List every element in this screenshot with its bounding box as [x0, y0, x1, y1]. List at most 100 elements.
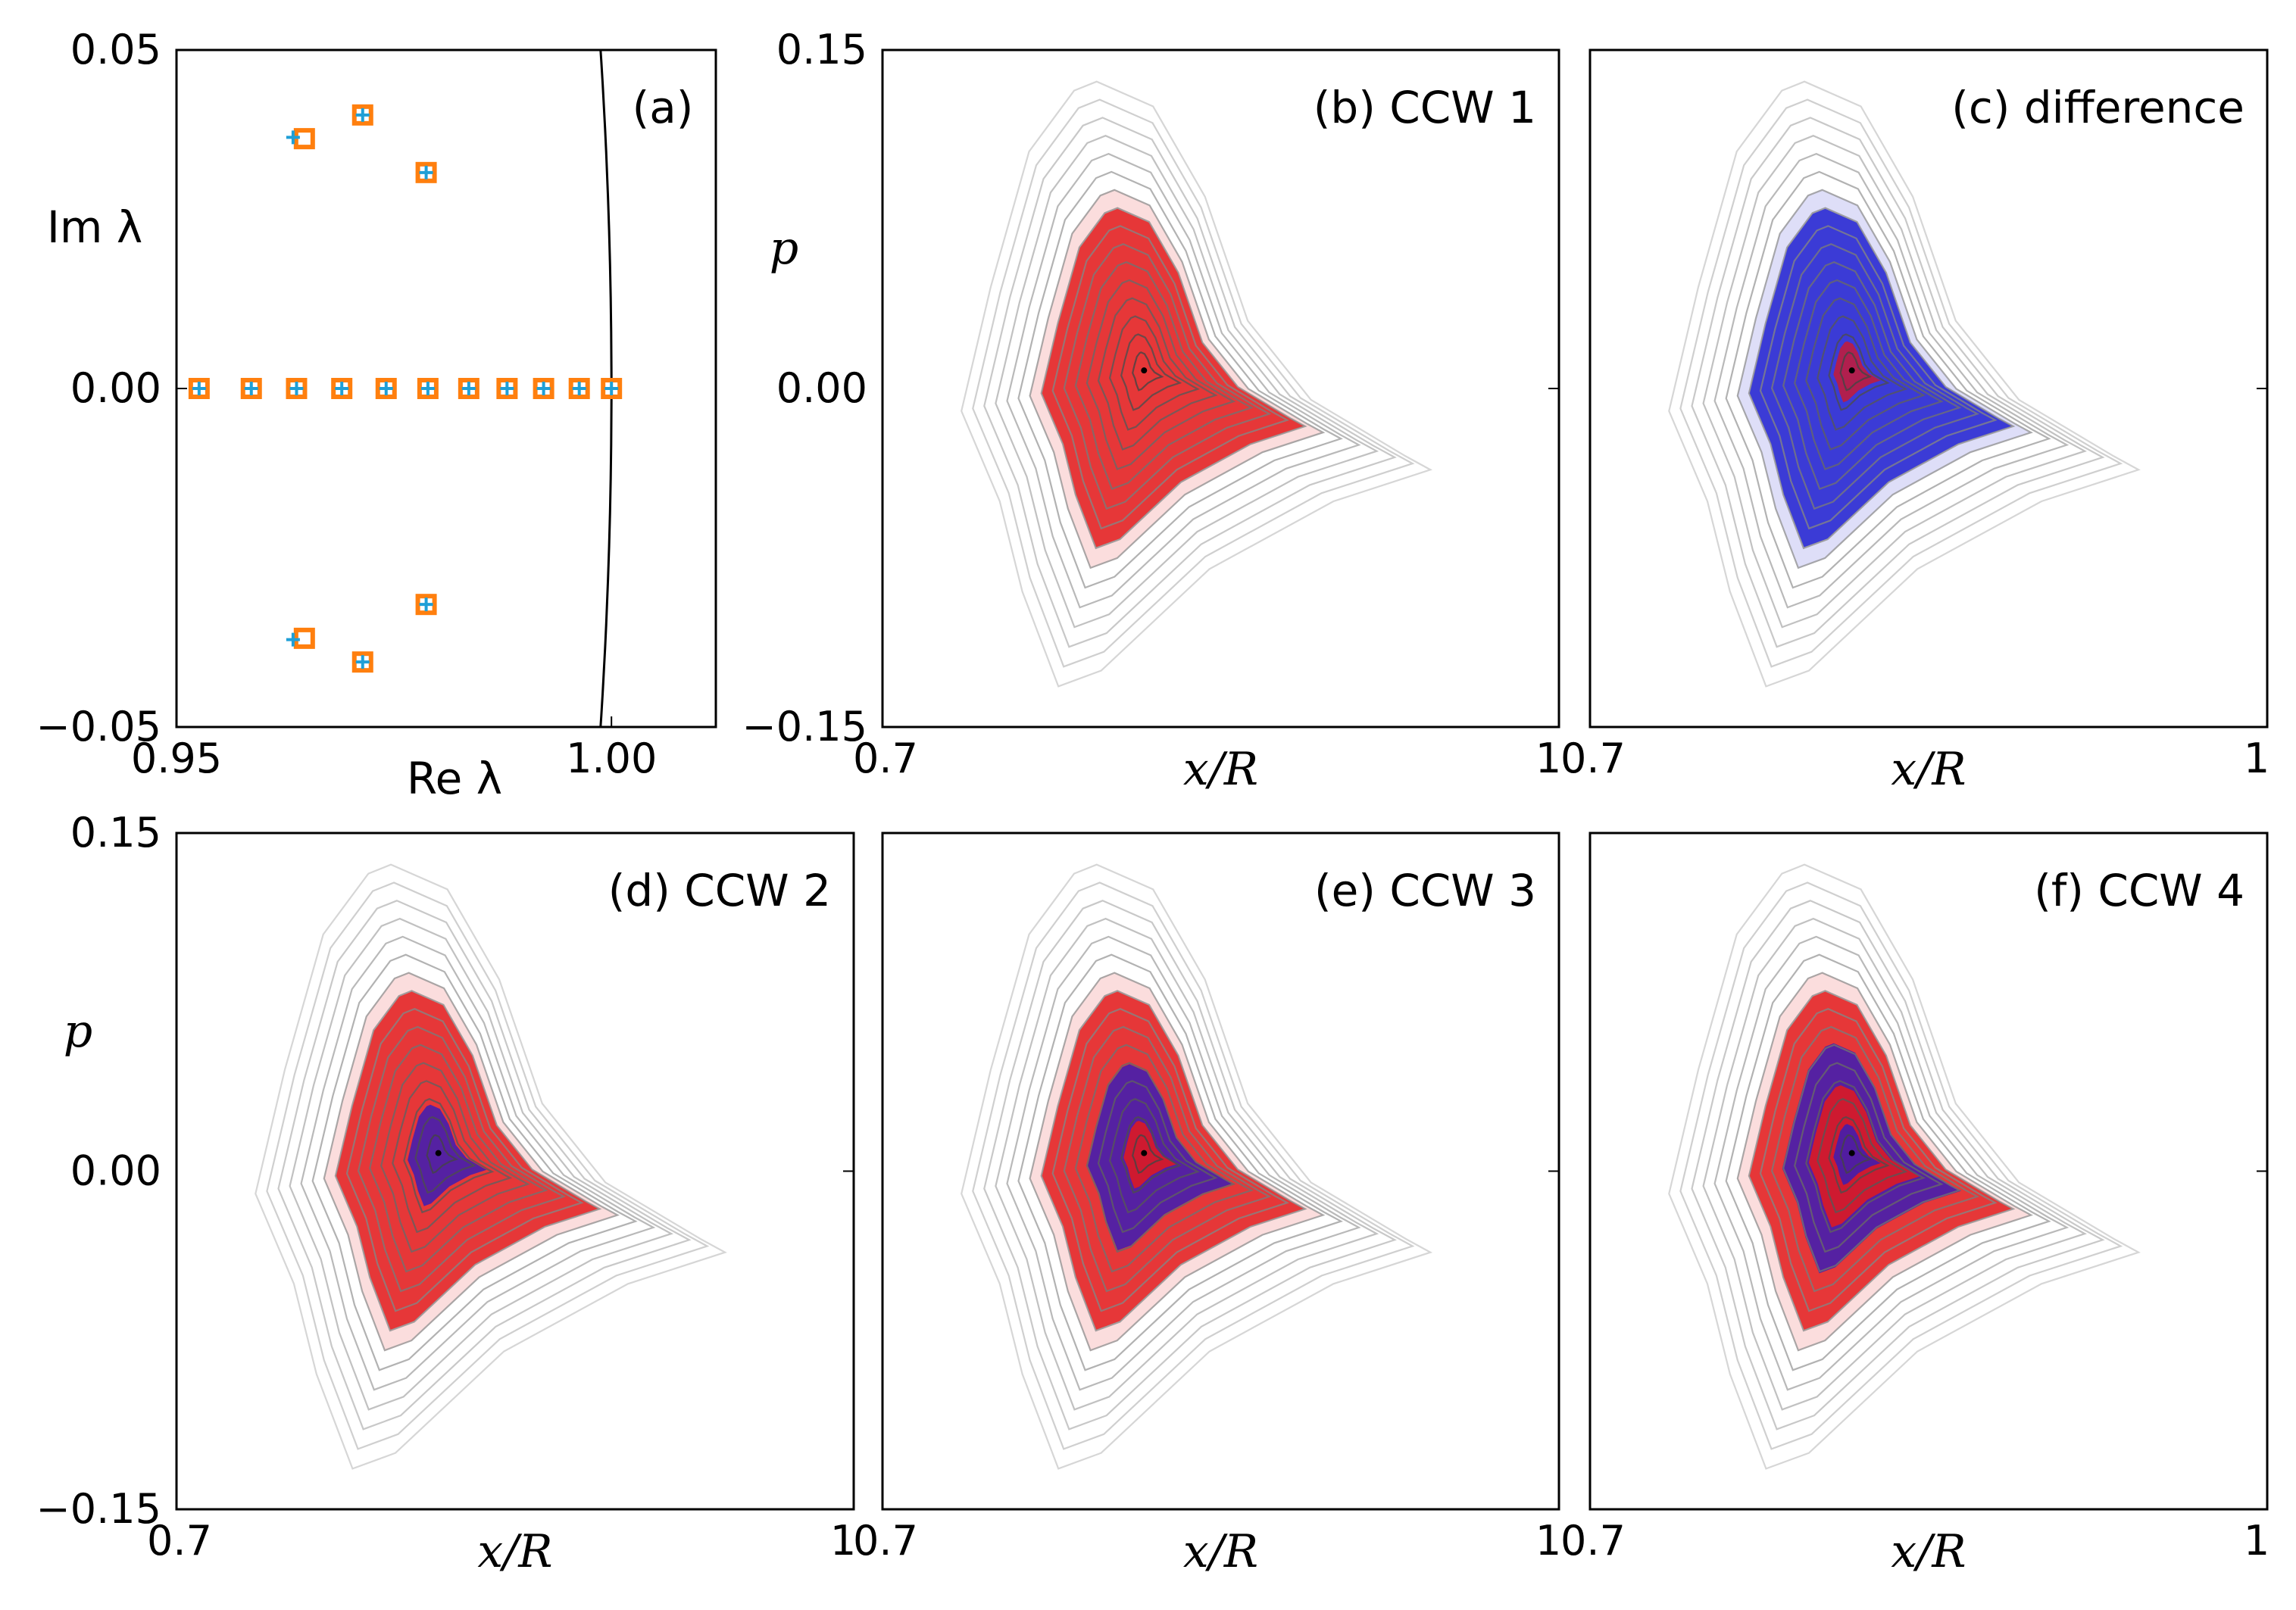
- contour-line: [1040, 207, 1307, 550]
- contour-line: [1770, 243, 1980, 510]
- contour-line: [414, 1115, 476, 1194]
- x-tick-label: 0.7: [853, 735, 918, 782]
- x-axis-label: Re λ: [407, 753, 502, 804]
- contour-line: [311, 953, 638, 1371]
- cross-marker: [286, 130, 300, 145]
- contour-line: [1828, 333, 1890, 411]
- x-tick-label: 1: [1535, 1517, 1561, 1565]
- contour-line: [1748, 207, 2016, 550]
- heat-halo: [1737, 189, 2032, 569]
- y-tick-label: 0.00: [776, 364, 867, 412]
- square-marker: [533, 378, 554, 399]
- cross-marker: [604, 382, 619, 395]
- y-tick-label: 0.05: [70, 26, 161, 73]
- heat-halo: [323, 972, 619, 1352]
- square-marker: [496, 378, 518, 399]
- heat-region-blue: [408, 1104, 487, 1206]
- heat-halo: [1029, 972, 1324, 1352]
- contour-line: [1668, 80, 2141, 688]
- cross-marker: [192, 382, 206, 395]
- panel-a: 0.05 0.00 −0.050.95 1.00 Re λ Im λ (a): [36, 26, 717, 804]
- cross-marker: [335, 382, 349, 395]
- y-axis-label: p: [770, 222, 798, 275]
- contour-line: [1702, 135, 2087, 629]
- contour-line: [1736, 972, 2033, 1352]
- square-marker: [331, 378, 353, 399]
- contour-line: [1668, 863, 2141, 1470]
- x-axis-label: x/R: [1891, 1525, 1966, 1578]
- heat-region-red: [1123, 1121, 1176, 1189]
- contour-line: [1816, 1098, 1908, 1214]
- contour-line: [1017, 170, 1343, 589]
- contour-line: [1702, 917, 2087, 1411]
- contour-line: [380, 1062, 530, 1253]
- panel-b: 0.15 0.00 −0.150.7 1 x/R p (b) CCW 1: [742, 26, 1562, 796]
- contour-line: [1086, 1062, 1236, 1253]
- contour-line: [961, 863, 1433, 1470]
- x-axis-label: x/R: [477, 1525, 552, 1578]
- x-tick-label: 1: [2244, 1517, 2269, 1565]
- contour-line: [1029, 972, 1326, 1352]
- y-tick-label: −0.05: [36, 703, 161, 750]
- contour-line: [983, 117, 1397, 648]
- square-marker: [415, 161, 437, 183]
- contour-line: [1097, 297, 1218, 451]
- contour-line: [1120, 1115, 1182, 1194]
- contour-line: [1713, 935, 2070, 1391]
- contour-line: [1782, 1044, 1962, 1273]
- contour-line: [995, 135, 1379, 629]
- fixed-point: [1848, 367, 1855, 374]
- square-marker: [188, 378, 210, 399]
- contour-line: [1770, 1025, 1980, 1293]
- panel-label: (f) CCW 4: [2034, 865, 2244, 916]
- cross-marker: [244, 382, 258, 395]
- x-tick-label: 0.7: [1560, 735, 1626, 782]
- panel-e: 0.7 1 x/R (e) CCW 3: [853, 832, 1561, 1578]
- contour-line: [995, 917, 1379, 1411]
- contour-line: [1839, 1134, 1873, 1175]
- cross-marker: [419, 165, 433, 179]
- y-tick-label: −0.15: [742, 703, 867, 750]
- contour-line: [1748, 990, 2016, 1332]
- x-tick-label: 0.7: [1560, 1517, 1626, 1565]
- contour-line: [972, 98, 1415, 668]
- y-tick-label: 0.15: [776, 26, 867, 73]
- panel-d: 0.15 0.00 −0.150.7 1 x/R p (d) CCW 2: [36, 809, 857, 1578]
- cross-marker: [500, 382, 514, 395]
- x-tick-label: 0.7: [147, 1517, 212, 1565]
- square-marker: [240, 378, 262, 399]
- contour-line: [1063, 1025, 1272, 1293]
- cross-marker: [420, 382, 435, 395]
- contour-line: [1839, 351, 1872, 392]
- contour-line: [334, 990, 602, 1332]
- cross-marker: [379, 382, 393, 395]
- panel-label: (e) CCW 3: [1314, 865, 1536, 916]
- contour-line: [1051, 225, 1290, 530]
- contour-line: [1074, 1044, 1254, 1273]
- contour-line: [983, 900, 1397, 1431]
- contour-line: [289, 917, 673, 1411]
- contour-line: [1679, 98, 2123, 668]
- contour-line: [1040, 990, 1307, 1332]
- contour-line: [1691, 117, 2105, 648]
- contour-line: [1097, 1080, 1218, 1234]
- contour-line: [1029, 189, 1326, 569]
- contour-line: [255, 863, 727, 1470]
- fixed-point: [1848, 1150, 1855, 1156]
- contour-line: [1679, 881, 2123, 1450]
- contour-line: [1132, 1134, 1164, 1175]
- contour-line: [1794, 279, 1944, 470]
- contour-line: [1132, 351, 1164, 392]
- square-marker: [286, 378, 308, 399]
- heat-halo: [1029, 189, 1324, 569]
- contour-line: [1759, 1008, 1998, 1312]
- y-tick-label: 0.15: [70, 809, 161, 856]
- cross-marker: [419, 598, 433, 612]
- y-tick-label: 0.00: [70, 1147, 161, 1195]
- square-marker: [375, 378, 397, 399]
- contour-line: [323, 972, 620, 1352]
- contour-line: [1759, 225, 1998, 530]
- x-axis-label: x/R: [1183, 743, 1258, 796]
- fixed-point: [1141, 1150, 1148, 1156]
- panel-f: 0.7 1 x/R (f) CCW 4: [1560, 832, 2269, 1578]
